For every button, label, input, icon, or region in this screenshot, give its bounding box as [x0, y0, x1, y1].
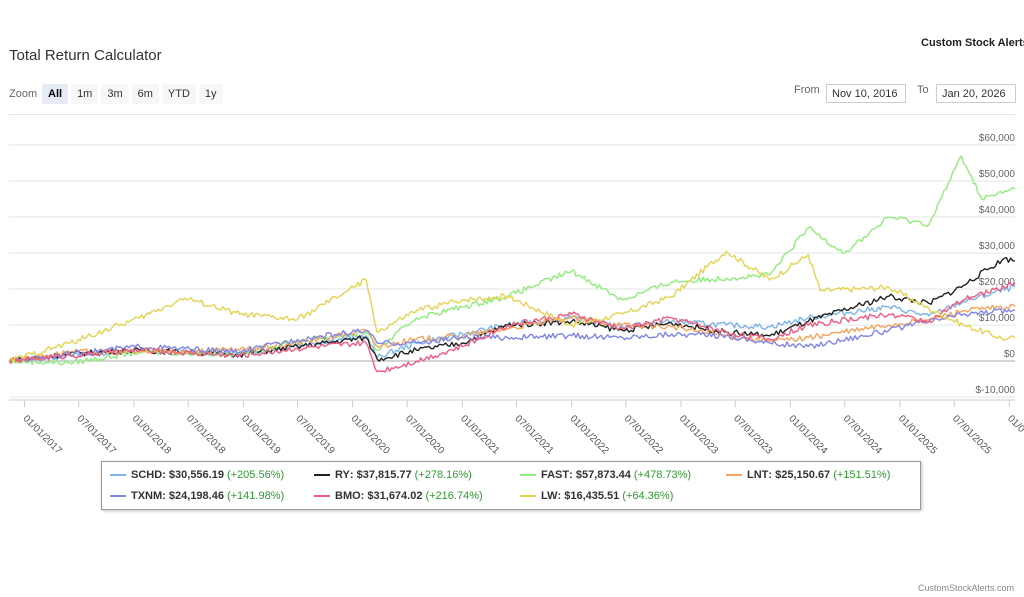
legend-value: $25,150.67: [775, 469, 831, 481]
legend-swatch: [520, 495, 536, 497]
page-title: Total Return Calculator: [9, 47, 162, 64]
y-tick-label: $10,000: [979, 313, 1016, 324]
chart-legend: SCHD: $30,556.19 (+205.56%) RY: $37,815.…: [101, 461, 921, 510]
toolbar-divider: [9, 114, 1015, 115]
line-chart[interactable]: $-10,000 $0 $10,000 $20,000 $30,000 $40,000 $5…: [0, 115, 1024, 460]
legend-swatch: [110, 495, 126, 497]
legend-value: $37,815.77: [356, 469, 412, 481]
legend-name: LW: [541, 490, 558, 502]
y-tick-label: $50,000: [979, 169, 1016, 180]
legend-name: BMO: [335, 490, 361, 502]
zoom-6m-button[interactable]: 6m: [131, 84, 159, 104]
y-tick-label: $-10,000: [976, 385, 1016, 396]
x-tick-label: 07/01/2023: [731, 413, 774, 456]
legend-value: $16,435.51: [564, 490, 620, 502]
legend-change: (+205.56%): [226, 469, 285, 481]
x-tick-label: 01/01/2018: [130, 413, 173, 456]
legend-value: $24,198.46: [168, 490, 224, 502]
zoom-ytd-button[interactable]: YTD: [161, 84, 196, 104]
x-tick-label: 07/01/2020: [403, 413, 446, 456]
series-line-bmo: [8, 281, 1016, 373]
zoom-1m-button[interactable]: 1m: [71, 84, 99, 104]
legend-change: (+141.98%): [226, 490, 285, 502]
zoom-label: Zoom: [9, 88, 38, 100]
legend-swatch: [110, 474, 126, 476]
x-tick-label: 01/01/2022: [567, 413, 610, 456]
series-line-lw: [8, 250, 1016, 363]
x-tick-label: 07/01/2024: [841, 413, 884, 456]
legend-name: SCHD: [131, 469, 163, 481]
y-tick-label: $60,000: [979, 133, 1016, 144]
zoom-1y-button[interactable]: 1y: [198, 84, 223, 104]
legend-value: $30,556.19: [168, 469, 224, 481]
y-tick-label: $0: [1004, 349, 1016, 360]
legend-item-ry[interactable]: RY: $37,815.77 (+278.16%): [314, 469, 472, 481]
x-tick-label: 07/01/2022: [622, 413, 665, 456]
legend-swatch: [726, 474, 742, 476]
zoom-all-button[interactable]: All: [42, 84, 69, 104]
legend-name: FAST: [541, 469, 570, 481]
x-tick-label: 01/0: [1005, 413, 1024, 435]
legend-value: $31,674.02: [367, 490, 423, 502]
legend-item-txnm[interactable]: TXNM: $24,198.46 (+141.98%): [110, 490, 284, 502]
series-line-txnm: [8, 308, 1016, 364]
legend-change: (+151.51%): [833, 469, 891, 481]
x-tick-label: 01/01/2025: [896, 413, 939, 456]
x-tick-label: 07/01/2025: [950, 413, 993, 456]
legend-name: RY: [335, 469, 350, 481]
legend-change: (+478.73%): [633, 469, 692, 481]
y-tick-label: $30,000: [979, 241, 1016, 252]
x-tick-label: 01/01/2021: [458, 413, 501, 456]
y-tick-label: $20,000: [979, 277, 1016, 288]
legend-item-lnt[interactable]: LNT: $25,150.67 (+151.51%): [726, 469, 890, 481]
legend-value: $57,873.44: [575, 469, 631, 481]
to-label: To: [917, 84, 929, 96]
legend-name: TXNM: [131, 490, 163, 502]
x-tick-label: 07/01/2017: [75, 413, 118, 456]
y-tick-label: $40,000: [979, 205, 1016, 216]
legend-change: (+64.36%): [622, 490, 674, 502]
legend-swatch: [314, 495, 330, 497]
zoom-button-group: All 1m 3m 6m YTD 1y: [42, 84, 223, 104]
from-label: From: [794, 84, 820, 96]
legend-change: (+278.16%): [414, 469, 472, 481]
from-date-input[interactable]: [826, 84, 906, 103]
legend-item-schd[interactable]: SCHD: $30,556.19 (+205.56%): [110, 469, 284, 481]
legend-swatch: [520, 474, 536, 476]
legend-change: (+216.74%): [425, 490, 483, 502]
zoom-3m-button[interactable]: 3m: [101, 84, 129, 104]
brand-logo-text[interactable]: Custom Stock Alerts: [921, 37, 1024, 49]
x-tick-label: 01/01/2020: [349, 413, 392, 456]
legend-item-lw[interactable]: LW: $16,435.51 (+64.36%): [520, 490, 673, 502]
legend-name: LNT: [747, 469, 769, 481]
to-date-input[interactable]: [936, 84, 1016, 103]
x-tick-label: 01/01/2019: [239, 413, 282, 456]
footer-credit[interactable]: CustomStockAlerts.com: [917, 583, 1014, 593]
x-tick-label: 07/01/2019: [293, 413, 336, 456]
series-line-fast: [8, 155, 1016, 366]
x-tick-label: 01/01/2023: [677, 413, 720, 456]
x-tick-label: 01/01/2024: [786, 413, 829, 456]
legend-item-bmo[interactable]: BMO: $31,674.02 (+216.74%): [314, 490, 483, 502]
x-tick-label: 01/01/2017: [20, 413, 63, 456]
legend-item-fast[interactable]: FAST: $57,873.44 (+478.73%): [520, 469, 691, 481]
x-tick-label: 07/01/2018: [184, 413, 227, 456]
x-tick-label: 07/01/2021: [512, 413, 555, 456]
legend-swatch: [314, 474, 330, 476]
